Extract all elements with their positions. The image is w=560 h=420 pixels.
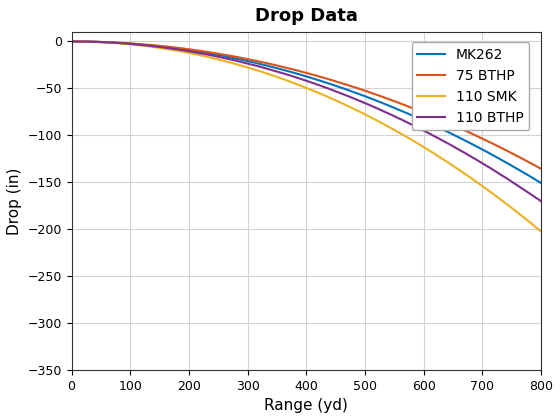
110 BTHP [254, 63, 261, 68]
MK262 [407, 112, 414, 117]
110 BTHP [409, 123, 416, 128]
MK262 [538, 181, 544, 186]
75 BTHP [538, 166, 544, 171]
110 BTHP [125, 41, 132, 46]
110 SMK [538, 229, 544, 234]
75 BTHP [254, 59, 261, 64]
MK262 [363, 94, 370, 100]
MK262 [409, 113, 416, 118]
MK262 [254, 61, 261, 66]
110 BTHP [538, 199, 544, 204]
Line: 110 SMK: 110 SMK [72, 42, 541, 231]
110 SMK [125, 42, 132, 47]
MK262 [125, 41, 132, 46]
Line: 110 BTHP: 110 BTHP [72, 42, 541, 201]
110 SMK [68, 39, 75, 44]
X-axis label: Range (yd): Range (yd) [264, 398, 348, 413]
110 SMK [221, 58, 228, 63]
Legend: MK262, 75 BTHP, 110 SMK, 110 BTHP: MK262, 75 BTHP, 110 SMK, 110 BTHP [412, 42, 529, 130]
110 SMK [407, 136, 414, 142]
Y-axis label: Drop (in): Drop (in) [7, 167, 22, 235]
110 SMK [254, 68, 261, 73]
75 BTHP [409, 106, 416, 111]
75 BTHP [363, 89, 370, 94]
Title: Drop Data: Drop Data [255, 7, 358, 25]
75 BTHP [125, 41, 132, 46]
110 BTHP [68, 39, 75, 44]
110 SMK [363, 113, 370, 118]
75 BTHP [407, 105, 414, 110]
75 BTHP [221, 52, 228, 57]
110 BTHP [221, 55, 228, 60]
Line: MK262: MK262 [72, 42, 541, 183]
110 BTHP [407, 121, 414, 126]
75 BTHP [68, 39, 75, 44]
110 BTHP [363, 101, 370, 106]
110 SMK [409, 138, 416, 143]
MK262 [221, 54, 228, 59]
MK262 [68, 39, 75, 44]
Line: 75 BTHP: 75 BTHP [72, 42, 541, 169]
